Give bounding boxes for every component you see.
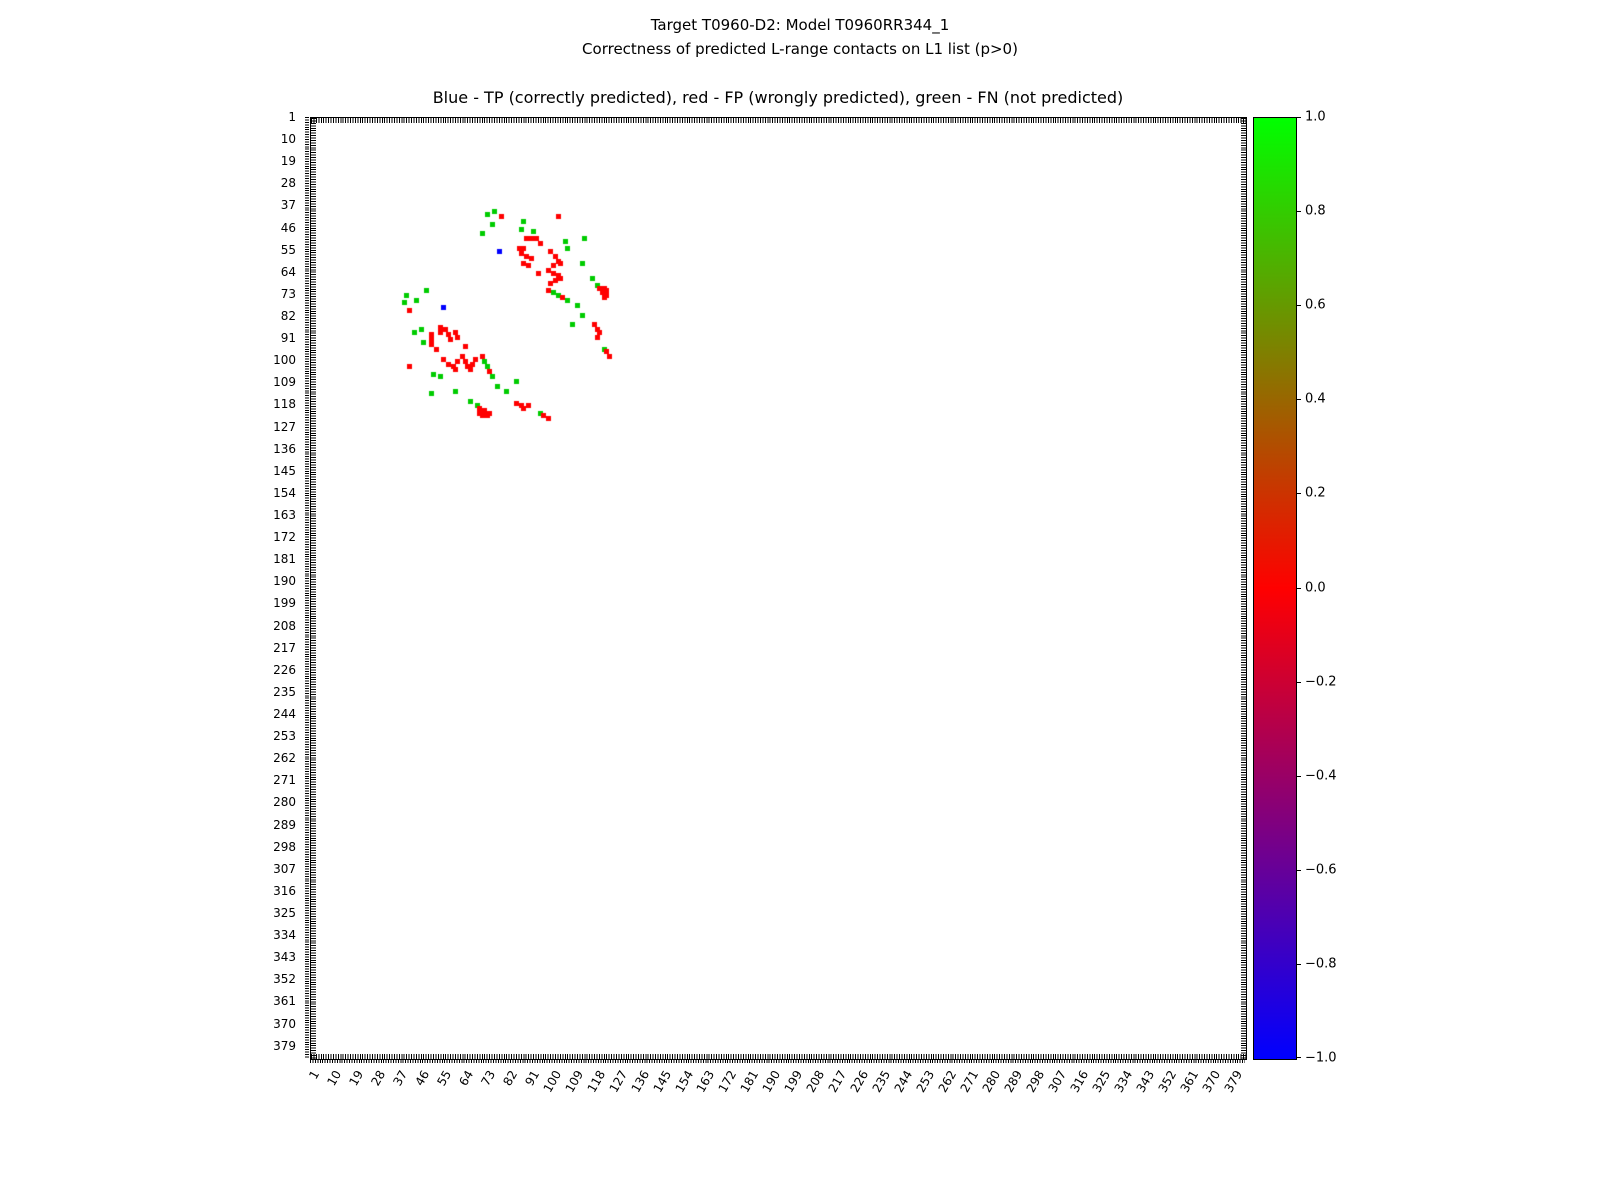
colorbar-tick xyxy=(1296,399,1301,401)
y-tick-label: 10 xyxy=(280,132,296,147)
y-tick-label: 361 xyxy=(273,994,296,1009)
y-tick-label: 298 xyxy=(273,839,296,854)
colorbar-tick-label: −0.2 xyxy=(1305,674,1337,690)
colorbar-tick xyxy=(1296,587,1301,589)
y-tick-label: 334 xyxy=(273,928,296,943)
y-tick-label: 262 xyxy=(273,751,296,766)
axes-title: Blue - TP (correctly predicted), red - F… xyxy=(432,88,1124,107)
y-tick-label: 73 xyxy=(280,286,296,301)
y-tick-label: 136 xyxy=(273,441,296,456)
colorbar-tick-label: 0.4 xyxy=(1305,391,1326,407)
y-tick-label: 28 xyxy=(280,176,296,191)
colorbar-tick-label: 0.0 xyxy=(1305,580,1326,595)
y-tick-label: 235 xyxy=(273,684,296,699)
y-tick-label: 280 xyxy=(273,795,296,810)
colorbar-tick-label: 0.2 xyxy=(1305,485,1326,501)
y-tick-label: 19 xyxy=(280,154,296,169)
y-tick-label: 145 xyxy=(273,463,296,478)
y-tick-label: 352 xyxy=(273,972,296,987)
colorbar-tick xyxy=(1296,963,1301,965)
colorbar-tick-label: −0.8 xyxy=(1305,956,1337,972)
colorbar-tick-label: −1.0 xyxy=(1305,1050,1337,1066)
y-tick-label: 244 xyxy=(273,707,296,722)
colorbar-tick xyxy=(1296,775,1301,777)
colorbar-tick-labels: 1.0 0.8 0.6 0.4 0.2 0.0 −0.2 −0.4 −0.6 −0.8 −1.0 xyxy=(1305,110,1375,1066)
y-tick-label: 163 xyxy=(273,508,296,523)
colorbar xyxy=(1253,117,1297,1060)
figure-title-line1: Target T0960-D2: Model T0960RR344_1 xyxy=(650,16,950,34)
y-tick-label: 154 xyxy=(273,485,296,500)
minor-ticks-right xyxy=(1241,118,1246,1059)
y-tick-label: 100 xyxy=(273,353,296,368)
colorbar-tick xyxy=(1296,1057,1301,1058)
y-tick-label: 370 xyxy=(273,1016,296,1031)
plot-area xyxy=(310,117,1247,1060)
scatter-canvas xyxy=(311,118,1246,1059)
y-tick-label: 172 xyxy=(273,530,296,545)
y-tick-label: 199 xyxy=(273,596,296,611)
minor-ticks-top xyxy=(311,118,1246,123)
colorbar-tick xyxy=(1296,869,1301,871)
y-tick-label: 271 xyxy=(273,773,296,788)
colorbar-tick-label: 0.6 xyxy=(1305,297,1326,313)
y-tick-label: 316 xyxy=(273,883,296,898)
y-tick-label: 253 xyxy=(273,729,296,744)
y-tick-label: 127 xyxy=(273,419,296,434)
y-tick-label: 307 xyxy=(273,861,296,876)
y-tick-label: 343 xyxy=(273,950,296,965)
colorbar-tick-label: 0.8 xyxy=(1305,203,1326,219)
colorbar-tick xyxy=(1296,211,1301,213)
y-tick-label: 46 xyxy=(280,220,296,235)
colorbar-tick xyxy=(1296,681,1301,683)
minor-ticks-left xyxy=(311,118,316,1059)
y-tick-labels: 1 10 19 28 37 46 55 64 73 82 91 100 109 118 127 136 145 1… xyxy=(240,110,300,1058)
y-tick-label: 190 xyxy=(273,574,296,589)
minor-ticks-outside-bottom xyxy=(310,1059,1245,1063)
y-tick-label: 91 xyxy=(280,331,296,346)
minor-ticks-bottom xyxy=(311,1054,1246,1059)
y-tick-label: 64 xyxy=(280,264,296,279)
colorbar-tickmarks xyxy=(1296,117,1302,1058)
colorbar-tick-label: −0.6 xyxy=(1305,862,1337,878)
y-tick-label: 379 xyxy=(273,1038,296,1053)
y-tick-label: 217 xyxy=(273,640,296,655)
y-tick-label: 226 xyxy=(273,662,296,677)
y-tick-label: 181 xyxy=(273,552,296,567)
y-tick-label: 208 xyxy=(273,618,296,633)
minor-ticks-outside-left xyxy=(305,117,309,1058)
colorbar-tick-label: −0.4 xyxy=(1305,768,1337,784)
y-tick-label: 1 xyxy=(288,110,296,124)
colorbar-tick xyxy=(1296,305,1301,307)
colorbar-tick xyxy=(1296,493,1301,495)
y-tick-label: 37 xyxy=(280,198,296,213)
colorbar-tick xyxy=(1296,117,1301,118)
y-tick-label: 55 xyxy=(280,242,296,257)
colorbar-tick-label: 1.0 xyxy=(1305,109,1326,125)
y-tick-label: 325 xyxy=(273,906,296,921)
figure-title-line2: Correctness of predicted L-range contact… xyxy=(582,40,1018,58)
x-tick-labels: 1 10 19 28 37 46 55 64 73 82 91 100 109 118 127 136 145 1… xyxy=(306,1060,1245,1130)
y-tick-label: 109 xyxy=(273,375,296,390)
y-tick-label: 82 xyxy=(280,309,296,323)
y-tick-label: 289 xyxy=(273,817,296,832)
y-tick-label: 118 xyxy=(273,397,296,412)
